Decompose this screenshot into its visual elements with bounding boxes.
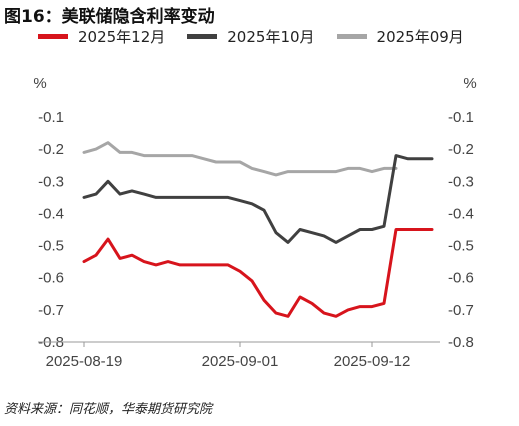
legend-label-oct: 2025年10月 [227,28,315,46]
legend-swatch-oct [187,34,218,39]
series-line-dec [82,228,434,318]
legend-item-sep: 2025年09月 [336,26,464,47]
legend-swatch-dec [38,34,68,39]
x-tick-label: 2025-09-01 [202,353,279,370]
y-tick-label-right: -0.1 [448,109,474,126]
y-tick-label-right: -0.3 [448,173,474,190]
y-tick-label-left: -0.7 [38,302,64,319]
x-tick-label: 2025-09-12 [334,353,411,370]
legend-item-dec: 2025年12月 [38,26,165,47]
y-tick-label-right: -0.5 [448,238,474,255]
y-tick-label-left: -0.6 [38,270,64,287]
x-tick-label: 2025-08-19 [46,353,123,370]
y-tick-label-right: -0.7 [448,302,474,319]
y-tick-label-left: -0.5 [38,238,64,255]
y-tick-label-left: -0.3 [38,173,64,190]
legend-label-dec: 2025年12月 [78,28,166,46]
y-tick-label-left: -0.2 [38,141,64,158]
source-note: 资料来源：同花顺，华泰期货研究院 [4,402,213,417]
series-line-sep [82,141,398,177]
y-unit-left: % [33,75,46,92]
y-unit-right: % [463,75,476,92]
y-tick-label-left: -0.4 [38,205,64,222]
line-chart: % % -0.1 -0.1 -0.2 -0.2 -0.3 -0.3 -0.4 -0.4 -0.5 -0… [33,75,476,370]
y-tick-label-right: -0.4 [448,205,474,222]
y-tick-label-right: -0.2 [448,141,474,158]
legend-item-oct: 2025年10月 [187,26,315,47]
legend-swatch-sep [336,34,367,39]
series-line-oct [82,154,434,244]
chart-title: 图16：美联储隐含利率变动 [4,7,215,27]
y-tick-label-right: -0.8 [448,334,474,351]
chart-legend: 2025年12月 2025年10月 2025年09月 [38,26,464,47]
y-tick-label-right: -0.6 [448,270,474,287]
legend-label-sep: 2025年09月 [376,28,464,46]
y-tick-label-left: -0.1 [38,109,64,126]
